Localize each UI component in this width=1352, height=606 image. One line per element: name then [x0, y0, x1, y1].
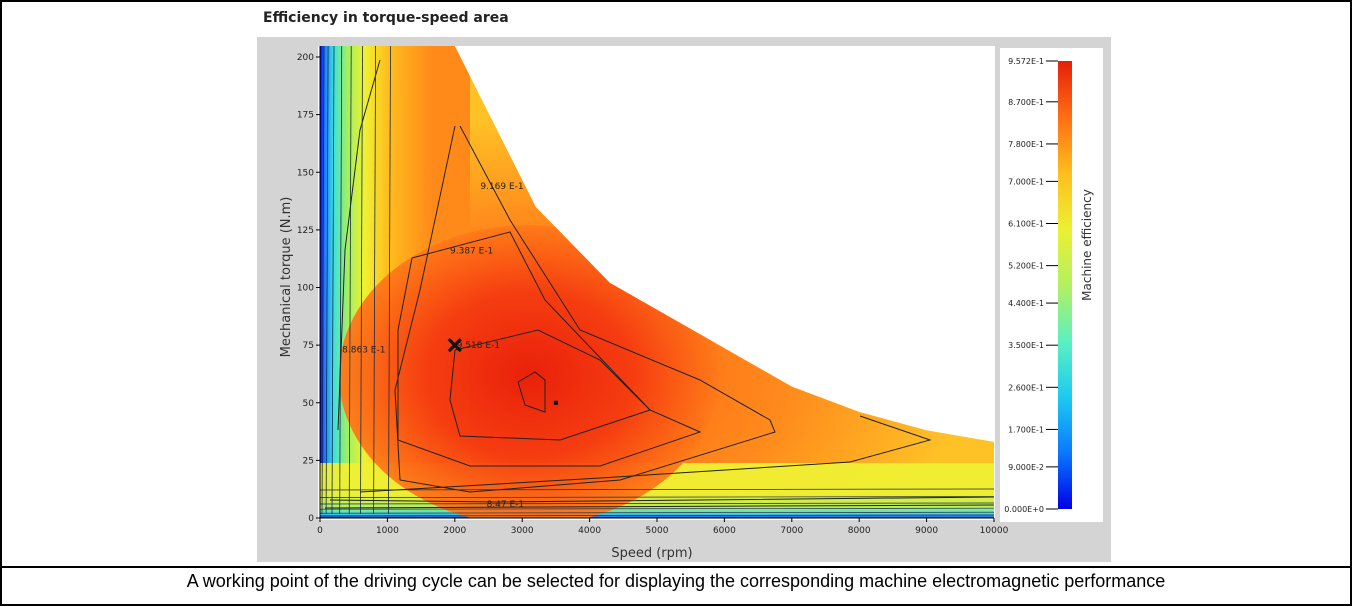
y-tick-label: 200	[297, 53, 314, 63]
colorbar-tick-label: 4.400E-1	[1008, 299, 1044, 308]
contour-line	[449, 329, 651, 441]
caption-divider	[0, 566, 1352, 568]
max-efficiency-marker	[553, 400, 558, 405]
contour-label: 9.387 E-1	[450, 247, 493, 257]
colorbar-tick-label: 0.000E+0	[1004, 505, 1044, 514]
colorbar-tick-label: 7.800E-1	[1008, 140, 1044, 149]
colorbar-tick-label: 1.700E-1	[1008, 425, 1044, 434]
efficiency-map-chart[interactable]: 9.169 E-1 9.387 E-1 9.518 E-1 8.863 E-1 8.47…	[0, 0, 1352, 566]
chart-title: Efficiency in torque-speed area	[263, 10, 509, 26]
colorbar-tick-label: 9.572E-1	[1008, 57, 1044, 66]
contour-label: 9.169 E-1	[480, 182, 523, 192]
contour-line	[337, 59, 381, 431]
contour-line	[359, 415, 932, 493]
colorbar-tick-label: 2.600E-1	[1008, 383, 1044, 392]
contour-line	[394, 125, 776, 493]
figure-caption: A working point of the driving cycle can…	[186, 571, 1166, 591]
contour-line	[373, 46, 376, 515]
x-tick-label: 5000	[646, 526, 669, 536]
contour-line	[320, 502, 994, 505]
contour-line	[320, 507, 994, 510]
contour-label: 8.47 E-1	[487, 500, 525, 510]
x-tick-label: 4000	[578, 526, 601, 536]
y-tick-label: 75	[303, 341, 314, 351]
contour-line	[325, 46, 329, 515]
y-tick-label: 175	[297, 111, 314, 121]
colorbar-label: Machine efficiency	[1080, 189, 1094, 301]
colorbar-tick-label: 7.000E-1	[1008, 177, 1044, 186]
y-axis-label: Mechanical torque (N.m)	[279, 197, 294, 358]
contour-line	[360, 46, 363, 515]
contour-line	[321, 46, 325, 515]
x-tick-label: 1000	[376, 526, 399, 536]
x-tick-label: 6000	[713, 526, 736, 536]
colorbar-tick-label: 8.700E-1	[1008, 98, 1044, 107]
contour-line	[320, 488, 994, 491]
x-tick-label: 0	[317, 526, 323, 536]
contour-line	[348, 46, 352, 515]
colorbar-tick-label: 5.200E-1	[1008, 262, 1044, 271]
contour-line	[339, 46, 343, 515]
contour-line	[331, 46, 335, 515]
contour-line	[397, 231, 702, 467]
y-tick-label: 100	[297, 284, 314, 294]
colorbar-tick-label: 6.100E-1	[1008, 220, 1044, 229]
y-tick-label: 0	[308, 514, 314, 524]
contour-line	[517, 371, 546, 413]
efficiency-map	[320, 46, 994, 518]
x-tick-label: 7000	[780, 526, 803, 536]
contour-line	[329, 496, 994, 503]
contour-line	[320, 496, 994, 498]
contour-line	[320, 514, 994, 517]
y-tick-label: 50	[303, 399, 315, 409]
contour-line	[388, 46, 391, 515]
x-tick-label: 3000	[511, 526, 534, 536]
contour-label: 9.518 E-1	[457, 341, 500, 351]
contour-line	[320, 511, 994, 514]
selected-working-point-marker	[447, 337, 462, 353]
colorbar	[1058, 61, 1072, 509]
colorbar-panel	[1000, 48, 1103, 522]
x-tick-label: 9000	[915, 526, 938, 536]
x-tick-label: 8000	[848, 526, 871, 536]
contour-line	[324, 504, 994, 509]
contour-label: 8.863 E-1	[342, 346, 385, 356]
colorbar-tick-label: 3.500E-1	[1008, 341, 1044, 350]
x-axis-label: Speed (rpm)	[611, 546, 692, 561]
y-tick-label: 150	[297, 168, 314, 178]
x-tick-label: 10000	[980, 526, 1009, 536]
y-tick-label: 25	[303, 456, 314, 466]
y-tick-label: 125	[297, 226, 314, 236]
colorbar-tick-label: 9.000E-2	[1008, 463, 1044, 472]
x-tick-label: 2000	[443, 526, 466, 536]
